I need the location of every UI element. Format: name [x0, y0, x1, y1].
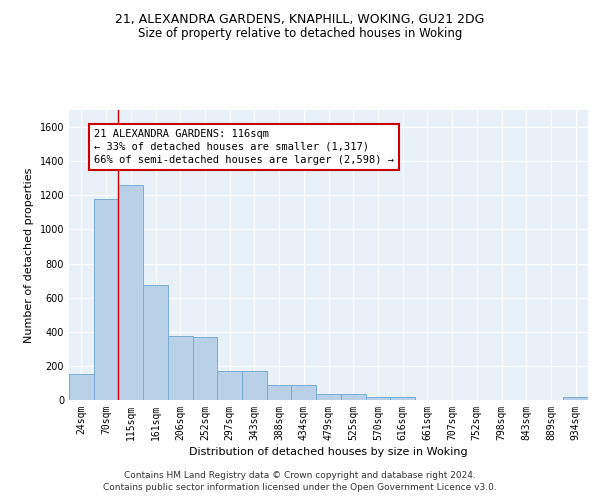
Bar — [118, 185, 143, 400]
Bar — [563, 398, 588, 400]
Bar — [267, 385, 292, 400]
Bar — [316, 394, 341, 400]
X-axis label: Distribution of detached houses by size in Woking: Distribution of detached houses by size … — [189, 447, 468, 457]
Bar — [242, 371, 267, 400]
Bar — [217, 371, 242, 400]
Bar — [365, 396, 390, 400]
Text: Contains HM Land Registry data © Crown copyright and database right 2024.
Contai: Contains HM Land Registry data © Crown c… — [103, 471, 497, 492]
Y-axis label: Number of detached properties: Number of detached properties — [24, 168, 34, 342]
Bar — [292, 385, 316, 400]
Text: 21 ALEXANDRA GARDENS: 116sqm
← 33% of detached houses are smaller (1,317)
66% of: 21 ALEXANDRA GARDENS: 116sqm ← 33% of de… — [94, 129, 394, 165]
Bar — [168, 336, 193, 400]
Bar — [143, 285, 168, 400]
Bar — [69, 374, 94, 400]
Bar — [341, 394, 365, 400]
Text: 21, ALEXANDRA GARDENS, KNAPHILL, WOKING, GU21 2DG: 21, ALEXANDRA GARDENS, KNAPHILL, WOKING,… — [115, 12, 485, 26]
Bar — [193, 337, 217, 400]
Text: Size of property relative to detached houses in Woking: Size of property relative to detached ho… — [138, 28, 462, 40]
Bar — [390, 396, 415, 400]
Bar — [94, 198, 118, 400]
